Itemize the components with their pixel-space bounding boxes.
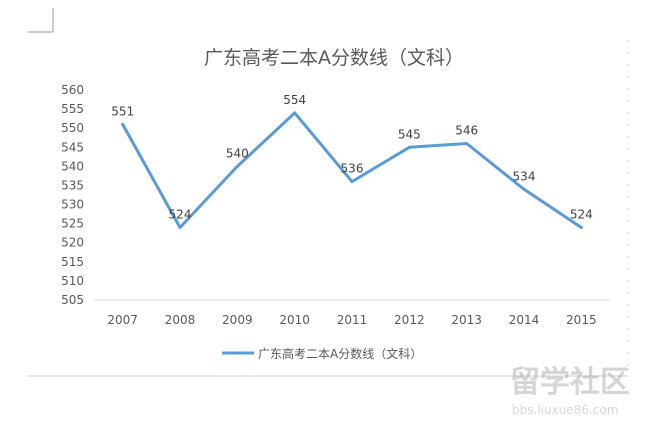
x-tick-label: 2012 <box>394 313 425 327</box>
x-tick-label: 2009 <box>222 313 253 327</box>
y-tick-label: 525 <box>61 217 84 231</box>
data-label: 551 <box>111 104 134 118</box>
legend-label: 广东高考二本A分数线（文科） <box>258 346 422 361</box>
legend: 广东高考二本A分数线（文科） <box>222 346 422 361</box>
data-point <box>522 187 526 191</box>
data-label: 536 <box>341 162 364 176</box>
y-axis: 505 510 515 520 525 530 535 540 545 550 555 560 <box>61 83 84 307</box>
x-tick-label: 2007 <box>107 313 138 327</box>
y-tick-label: 560 <box>61 83 84 97</box>
y-tick-label: 540 <box>61 159 84 173</box>
data-point <box>407 145 411 149</box>
y-tick-label: 505 <box>61 293 84 307</box>
x-tick-label: 2011 <box>337 313 368 327</box>
y-tick-label: 545 <box>61 140 84 154</box>
x-tick-label: 2008 <box>165 313 196 327</box>
x-axis: 2007 2008 2009 2010 2011 2012 2013 2014 2015 <box>107 313 596 327</box>
data-label: 534 <box>513 169 536 183</box>
y-tick-label: 515 <box>61 255 84 269</box>
y-tick-label: 520 <box>61 236 84 250</box>
chart-title: 广东高考二本A分数线（文科） <box>204 47 464 69</box>
y-tick-label: 555 <box>61 102 84 116</box>
data-label: 545 <box>398 127 421 141</box>
data-point <box>465 141 469 145</box>
data-point <box>350 180 354 184</box>
watermark-logo: 留学社区 <box>510 365 630 400</box>
x-tick-label: 2010 <box>279 313 310 327</box>
data-point <box>121 122 125 126</box>
x-tick-label: 2015 <box>566 313 597 327</box>
x-tick-label: 2013 <box>451 313 482 327</box>
y-tick-label: 510 <box>61 274 84 288</box>
y-tick-label: 530 <box>61 198 84 212</box>
data-label: 554 <box>283 93 306 107</box>
data-point <box>579 225 583 229</box>
watermark: 留学社区 bbs.liuxue86.com <box>510 365 630 417</box>
data-point <box>178 225 182 229</box>
x-tick-label: 2014 <box>509 313 540 327</box>
data-point <box>235 164 239 168</box>
data-labels: 551 524 540 554 536 545 546 534 524 <box>111 93 593 229</box>
data-label: 540 <box>226 146 249 160</box>
y-tick-label: 535 <box>61 178 84 192</box>
data-label: 546 <box>455 123 478 137</box>
watermark-url: bbs.liuxue86.com <box>512 403 618 417</box>
data-label: 524 <box>570 207 593 221</box>
y-tick-label: 550 <box>61 121 84 135</box>
data-label: 524 <box>169 207 192 221</box>
data-point <box>293 111 297 115</box>
